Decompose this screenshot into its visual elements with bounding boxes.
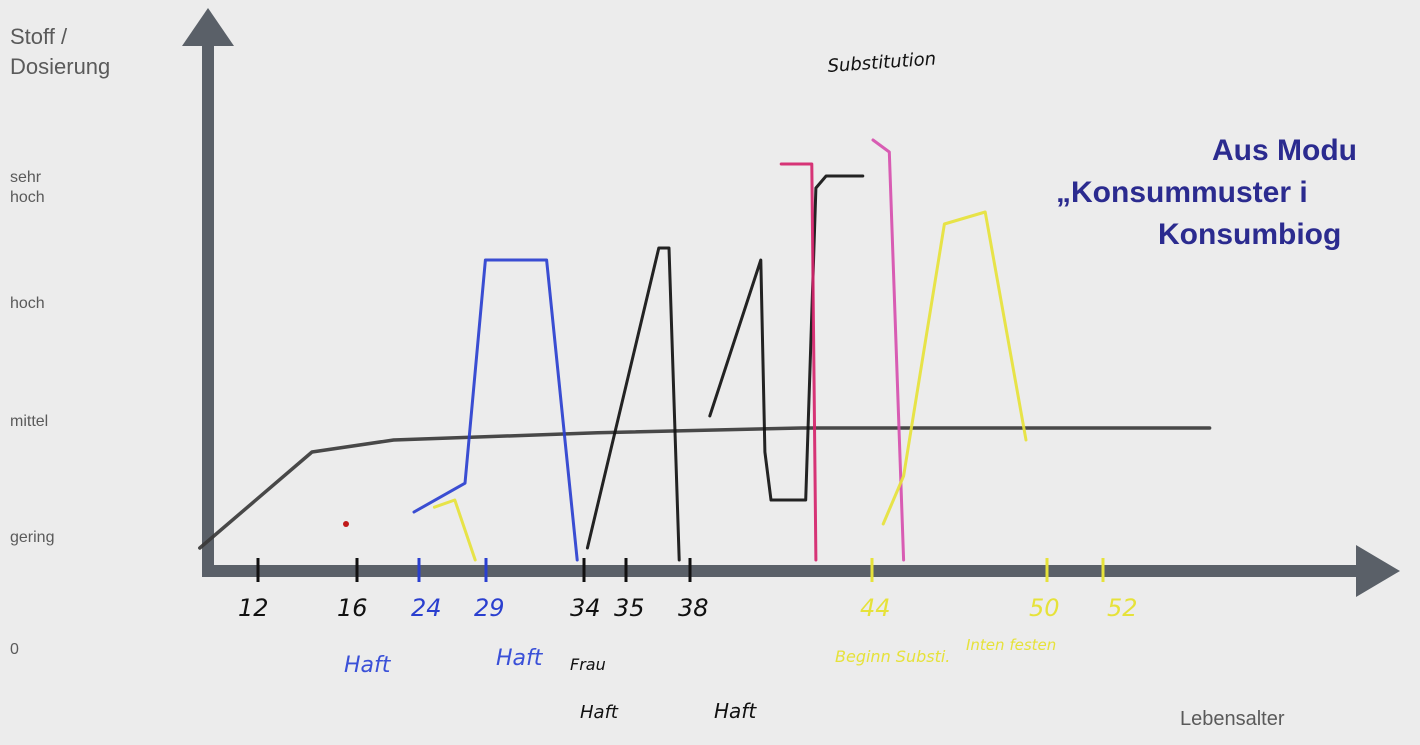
y-axis-title-line2: Dosierung	[10, 54, 111, 79]
annotation-8: Inten festen	[966, 636, 1056, 654]
x-tick-label-29: 29	[474, 594, 505, 622]
x-tick-label-50: 50	[1029, 594, 1060, 622]
y-tick-zero: 0	[10, 641, 19, 658]
series-layer	[198, 138, 1212, 562]
series-line-2	[412, 258, 579, 562]
annotation-3: Frau	[570, 655, 606, 674]
annotation-2: Haft	[496, 646, 544, 671]
annotation-5: Haft	[714, 699, 757, 723]
x-tick-layer: 12 16 24 29 34 35 38 44 50 52	[238, 558, 1138, 622]
x-tick-label-16: 16	[337, 594, 368, 622]
series-line-7	[881, 210, 1028, 526]
y-axis-title: Stoff / Dosierung	[10, 22, 110, 82]
y-tick-sehr-hoch-line1: sehr	[10, 169, 42, 186]
annotation-6: Substitution	[827, 48, 937, 77]
series-line-5	[779, 162, 818, 562]
annotation-7: Beginn Substi.	[835, 647, 950, 666]
x-tick-label-38: 38	[678, 594, 709, 622]
module-title-line3: Konsumbiog	[1158, 218, 1342, 251]
x-tick-label-24: 24	[411, 594, 442, 622]
red-marker-dot	[343, 521, 349, 527]
x-tick-label-52: 52	[1107, 594, 1138, 622]
module-title-line2: „Konsummuster i	[1056, 176, 1308, 209]
y-tick-sehr-hoch-line2: hoch	[10, 189, 45, 206]
y-axis-arrow	[182, 8, 234, 46]
x-tick-label-44: 44	[860, 594, 891, 622]
y-tick-mittel: mittel	[10, 413, 49, 430]
axes	[182, 8, 1400, 597]
annotation-4: Haft	[580, 702, 619, 723]
series-line-3	[585, 246, 681, 562]
series-line-8	[432, 498, 477, 562]
x-axis-arrow	[1356, 545, 1400, 597]
y-axis-title-line1: Stoff /	[10, 24, 68, 49]
annotation-1: Haft	[344, 653, 392, 678]
x-tick-label-35: 35	[614, 594, 645, 622]
series-line-4	[708, 174, 865, 502]
x-axis-title: Lebensalter	[1180, 708, 1285, 730]
y-tick-gering: gering	[10, 529, 55, 546]
x-tick-label-34: 34	[570, 594, 601, 622]
series-line-6	[871, 138, 906, 562]
module-title-line1: Aus Modu	[1212, 134, 1357, 167]
series-line-1	[198, 426, 1212, 550]
x-tick-label-12: 12	[238, 594, 269, 622]
y-tick-sehr-hoch: sehr hoch	[10, 168, 45, 208]
y-tick-hoch: hoch	[10, 295, 45, 312]
